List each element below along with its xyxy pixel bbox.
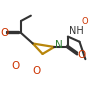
Text: NH: NH: [69, 26, 84, 36]
Text: O: O: [82, 17, 88, 26]
Text: O: O: [11, 61, 20, 71]
Text: O: O: [33, 66, 41, 76]
Text: N: N: [55, 40, 62, 50]
Text: O: O: [1, 28, 9, 38]
Text: O: O: [78, 50, 86, 60]
